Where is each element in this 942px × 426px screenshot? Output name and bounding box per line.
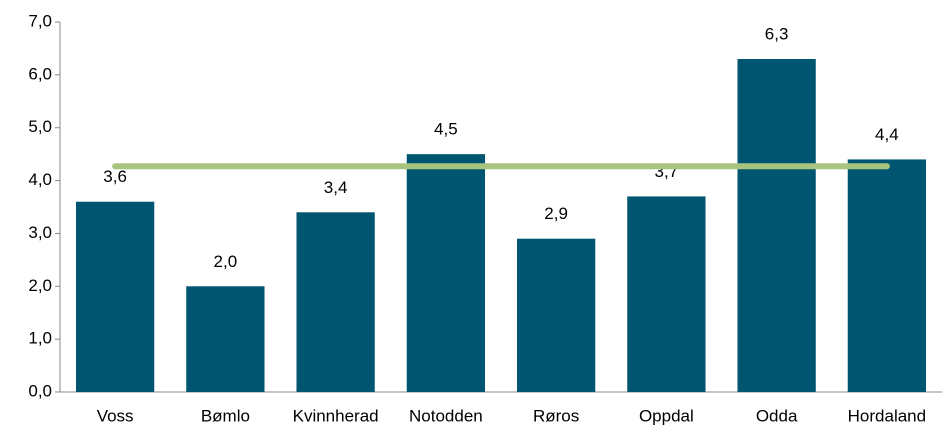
- y-tick-label: 3,0: [28, 223, 52, 242]
- value-label: 3,6: [103, 167, 127, 186]
- value-label: 4,5: [434, 120, 458, 139]
- y-tick-label: 7,0: [28, 11, 52, 30]
- y-tick-label: 5,0: [28, 117, 52, 136]
- y-tick-label: 2,0: [28, 276, 52, 295]
- y-tick-label: 0,0: [28, 381, 52, 400]
- value-label: 4,4: [875, 125, 899, 144]
- x-tick-label: Notodden: [409, 406, 483, 425]
- value-label: 6,3: [765, 24, 789, 43]
- x-tick-label: Røros: [533, 406, 579, 425]
- value-label: 2,9: [544, 204, 568, 223]
- bar: [737, 59, 816, 392]
- value-label: 3,4: [324, 178, 348, 197]
- x-tick-label: Voss: [97, 406, 134, 425]
- y-tick-label: 1,0: [28, 329, 52, 348]
- x-tick-label: Odda: [756, 406, 798, 425]
- x-tick-label: Kvinnherad: [293, 406, 379, 425]
- bar: [75, 201, 155, 392]
- bar: [847, 159, 927, 392]
- bar: [296, 212, 375, 392]
- y-tick-label: 6,0: [28, 64, 52, 83]
- bar: [186, 286, 265, 392]
- y-tick-label: 4,0: [28, 170, 52, 189]
- bar: [516, 238, 596, 392]
- x-tick-label: Oppdal: [639, 406, 694, 425]
- x-tick-label: Bømlo: [201, 406, 250, 425]
- bar: [627, 196, 706, 392]
- value-label: 2,0: [214, 252, 238, 271]
- x-tick-label: Hordaland: [848, 406, 926, 425]
- bar: [406, 154, 486, 392]
